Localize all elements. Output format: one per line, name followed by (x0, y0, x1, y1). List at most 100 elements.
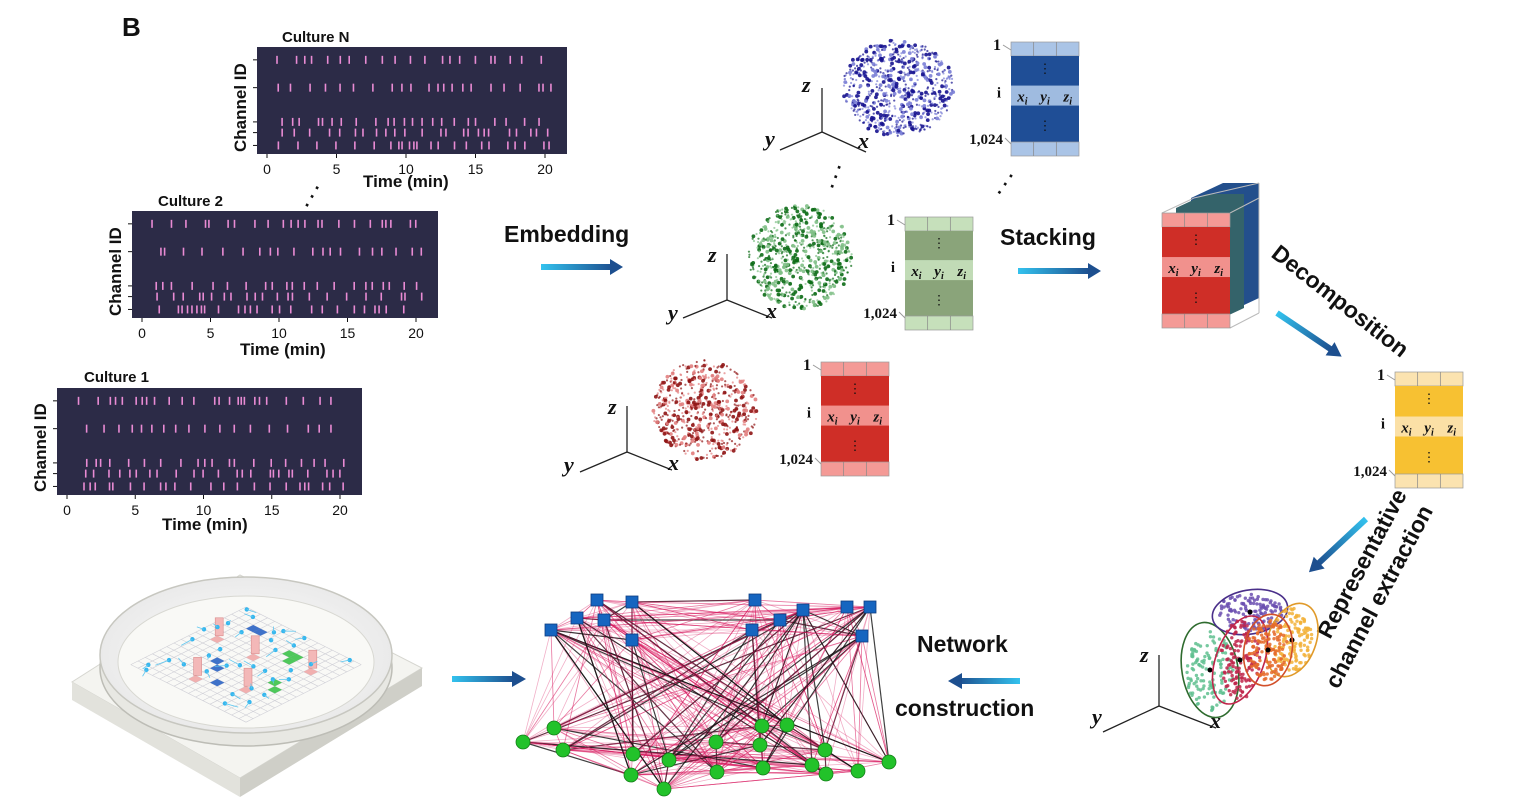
network-edge (861, 635, 890, 763)
point (921, 57, 924, 60)
point (668, 401, 671, 404)
point (832, 284, 837, 289)
point (870, 66, 873, 69)
coord-z: zi (956, 264, 966, 282)
point (928, 69, 931, 72)
cluster-point (1271, 648, 1276, 652)
coord-subscript: i (1198, 268, 1201, 279)
point (827, 288, 831, 291)
cluster-point (1289, 607, 1293, 611)
point (665, 396, 668, 399)
point (802, 259, 805, 263)
point (720, 408, 725, 412)
point (662, 380, 666, 385)
point (768, 242, 771, 245)
point (780, 261, 784, 264)
neurite (142, 669, 147, 677)
cluster-point (1199, 679, 1203, 683)
point (663, 396, 667, 400)
network-node-circle (804, 757, 820, 773)
point (908, 70, 913, 75)
network-edge (754, 599, 826, 751)
network-edge (668, 749, 826, 761)
point (916, 126, 919, 129)
coord-z: zi (1446, 421, 1456, 439)
network-edge (553, 619, 605, 729)
cluster-point (1273, 651, 1277, 655)
point (747, 414, 750, 417)
point (660, 405, 663, 408)
point (686, 405, 690, 408)
point (769, 234, 772, 237)
point (703, 375, 707, 380)
cluster-point (1302, 619, 1307, 624)
cluster-point (1240, 619, 1244, 624)
cluster-point (1305, 635, 1309, 640)
point (693, 402, 697, 407)
point (923, 128, 926, 131)
point (760, 240, 763, 243)
network-edge (786, 724, 813, 766)
point (929, 81, 934, 85)
point (884, 117, 887, 120)
point (802, 209, 807, 214)
point (726, 406, 730, 411)
point (758, 255, 761, 258)
point (841, 282, 846, 287)
cluster-point (1260, 606, 1264, 610)
point (723, 428, 726, 431)
network-edge (779, 619, 859, 772)
point (696, 427, 699, 431)
point (758, 231, 762, 235)
network-edge (779, 619, 826, 751)
point (830, 278, 834, 281)
point (779, 209, 782, 212)
grid-line (145, 657, 261, 716)
point (788, 268, 793, 273)
point (729, 410, 733, 413)
cluster-point (1235, 669, 1239, 673)
point (756, 257, 760, 260)
network-edge (630, 606, 871, 776)
point (693, 406, 698, 411)
point (828, 246, 831, 249)
point (663, 438, 668, 443)
cluster-point (1205, 643, 1209, 648)
point (855, 94, 859, 98)
point (904, 83, 907, 86)
network-edge (603, 619, 890, 763)
cluster-point (1273, 660, 1278, 664)
network-edge (631, 601, 781, 621)
point (710, 430, 715, 435)
vdots: ⋮ (1039, 118, 1052, 133)
point (804, 204, 809, 208)
point (906, 66, 909, 69)
point (679, 373, 682, 376)
point (884, 69, 887, 72)
cluster-point (1235, 685, 1239, 690)
point (801, 229, 805, 234)
point (791, 274, 796, 279)
point (804, 282, 807, 286)
cluster-point (1268, 618, 1273, 623)
matrix-row-i (821, 405, 889, 426)
point (751, 406, 756, 411)
point (787, 233, 791, 237)
cluster-point (1202, 695, 1207, 699)
point (665, 401, 668, 404)
point (659, 416, 662, 419)
point (726, 441, 729, 445)
point (942, 72, 945, 75)
point (785, 291, 788, 294)
electrode-cell (246, 653, 261, 661)
point (894, 84, 899, 89)
cluster-point (1219, 604, 1224, 608)
point (787, 271, 792, 276)
network-arrow (948, 673, 1020, 689)
point (732, 429, 736, 434)
point (913, 85, 916, 88)
point (865, 95, 870, 100)
point (818, 284, 821, 287)
neurite (213, 623, 218, 628)
cluster-point (1233, 681, 1237, 686)
